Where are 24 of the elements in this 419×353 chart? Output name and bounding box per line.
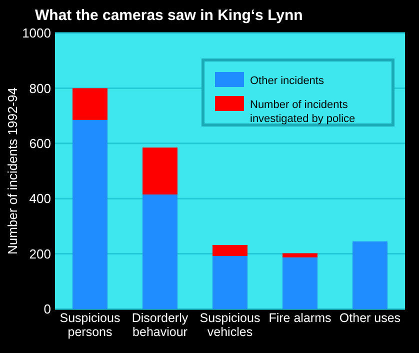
y-tick-label: 800 bbox=[29, 80, 51, 96]
y-tick-label: 600 bbox=[29, 136, 51, 151]
bar bbox=[72, 120, 108, 309]
bar bbox=[72, 88, 108, 120]
bar bbox=[212, 256, 248, 309]
bar bbox=[142, 148, 178, 194]
x-tick-label: Fire alarms bbox=[268, 311, 332, 325]
y-tick-label: 400 bbox=[29, 191, 51, 206]
bar bbox=[282, 253, 318, 258]
chart-title: What the cameras saw in King‘s Lynn bbox=[35, 7, 303, 24]
bar bbox=[282, 257, 318, 309]
x-tick-label: Disorderly behaviour bbox=[132, 311, 189, 339]
y-tick-label: 1000 bbox=[22, 26, 51, 41]
bar bbox=[352, 241, 388, 309]
y-tick-label: 200 bbox=[29, 246, 51, 262]
bar bbox=[142, 194, 178, 309]
bar bbox=[212, 244, 248, 256]
x-tick-label: Suspicious persons bbox=[60, 311, 120, 339]
y-axis-title: Number of incidents 1992-94 bbox=[5, 88, 20, 254]
legend-label: Number of incidents investigated by police bbox=[250, 99, 356, 125]
y-tick-label: 0 bbox=[44, 302, 51, 317]
x-tick-label: Suspicious vehicles bbox=[200, 311, 260, 339]
legend-label: Other incidents bbox=[250, 75, 324, 87]
x-tick-label: Other uses bbox=[339, 311, 401, 325]
